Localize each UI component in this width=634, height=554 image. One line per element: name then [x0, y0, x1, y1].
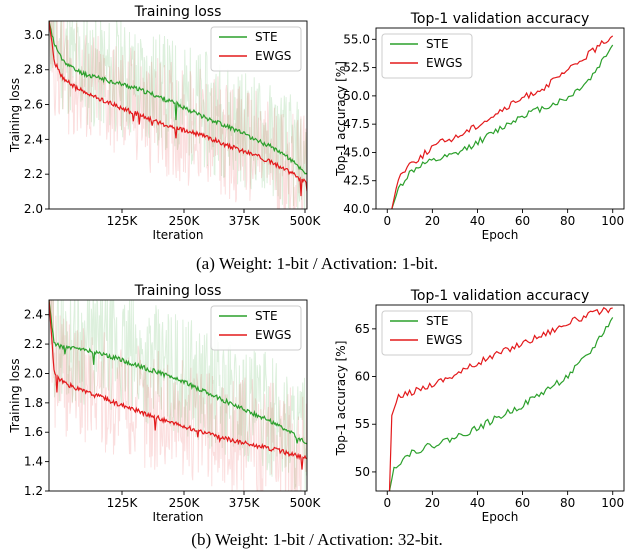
x-axis-label: Epoch — [482, 228, 519, 242]
x-tick-label: 80 — [560, 214, 575, 228]
y-tick-label: 2.4 — [24, 132, 43, 146]
x-tick-label: 20 — [425, 496, 440, 510]
plot-area — [391, 35, 614, 209]
plot-frame — [375, 27, 625, 210]
series-line-ewgs — [391, 35, 614, 209]
x-tick-label: 0 — [383, 496, 391, 510]
series-noise-ste — [49, 300, 307, 491]
legend-label-ste: STE — [426, 314, 449, 328]
x-axis-label: Iteration — [153, 510, 204, 524]
y-tick-label: 42.5 — [343, 174, 370, 188]
plot-panel-3: 1.2 1.4 1.6 1.8 2.0 2.2 2.4 125K 250K 375K 500K Tra… — [8, 283, 322, 524]
series-noise-ewgs — [49, 21, 307, 209]
x-tick-label: 20 — [425, 214, 440, 228]
legend-label-ewgs: EWGS — [426, 56, 462, 70]
x-tick-label: 40 — [470, 496, 485, 510]
y-axis-label: Training loss — [8, 78, 22, 153]
y-tick-label: 60 — [355, 370, 370, 384]
plot-panel-4: 50 55 60 65 0 20 40 60 80 100 Top-1 validation acc… — [334, 288, 625, 524]
y-tick-label: 50.0 — [343, 89, 370, 103]
x-tick-label: 125K — [107, 496, 139, 510]
legend-box — [381, 310, 473, 356]
legend-box — [381, 33, 473, 79]
series-line-ste — [388, 317, 614, 491]
y-tick-label: 2.2 — [24, 167, 43, 181]
plot-frame — [48, 20, 308, 210]
plot-title: Training loss — [134, 4, 222, 20]
legend-label-ste: STE — [255, 30, 278, 44]
x-tick-label: 80 — [560, 496, 575, 510]
legend: STE EWGS — [210, 305, 302, 351]
x-tick-label: 250K — [169, 214, 201, 228]
plot-frame — [48, 299, 308, 492]
legend-box — [210, 305, 302, 351]
y-tick-label: 1.2 — [24, 484, 43, 498]
legend-label-ewgs: EWGS — [255, 328, 291, 342]
y-tick-label: 2.8 — [24, 63, 43, 77]
x-tick-label: 125K — [107, 214, 139, 228]
y-tick-label: 1.4 — [24, 455, 43, 469]
y-axis-label: Training loss — [8, 358, 22, 433]
y-tick-label: 3.0 — [24, 28, 43, 42]
x-tick-label: 500K — [290, 214, 322, 228]
y-tick-label: 2.2 — [24, 337, 43, 351]
y-tick-label: 2.0 — [24, 366, 43, 380]
y-tick-label: 50 — [355, 465, 370, 479]
y-tick-label: 55 — [355, 417, 370, 431]
y-tick-label: 1.6 — [24, 425, 43, 439]
y-tick-label: 52.5 — [343, 61, 370, 75]
series-noise-ewgs — [49, 300, 307, 491]
plot-panel-1: 2.0 2.2 2.4 2.6 2.8 3.0 125K 250K 375K 500K Traini… — [8, 4, 322, 242]
series-line-ste — [49, 300, 307, 445]
series-line-ste — [49, 21, 307, 175]
y-tick-label: 47.5 — [343, 117, 370, 131]
legend: STE EWGS — [210, 26, 302, 72]
x-tick-label: 60 — [515, 496, 530, 510]
plot-area — [49, 21, 307, 209]
legend-label-ste: STE — [426, 37, 449, 51]
caption-a: (a) Weight: 1-bit / Activation: 1-bit. — [196, 254, 438, 273]
y-axis-label: Top-1 accuracy [%] — [334, 341, 348, 457]
series-line-ewgs — [49, 21, 307, 197]
x-axis-label: Epoch — [482, 510, 519, 524]
series-line-ste — [391, 44, 614, 209]
series-line-ewgs — [388, 306, 613, 491]
y-tick-label: 45.0 — [343, 145, 370, 159]
y-axis-label: Top-1 accuracy [%] — [334, 61, 348, 177]
x-tick-label: 250K — [169, 496, 201, 510]
plot-panel-2: 40.0 42.5 45.0 47.5 50.0 52.5 55.0 0 20 40 60 80 100… — [334, 11, 625, 242]
x-tick-label: 100 — [601, 214, 624, 228]
plot-frame — [375, 304, 625, 492]
legend: STE EWGS — [381, 310, 473, 356]
plot-area — [49, 300, 307, 491]
y-tick-label: 2.6 — [24, 98, 43, 112]
y-tick-label: 55.0 — [343, 32, 370, 46]
legend-label-ste: STE — [255, 309, 278, 323]
series-line-ewgs — [49, 300, 307, 470]
legend-box — [210, 26, 302, 72]
x-tick-label: 40 — [470, 214, 485, 228]
x-tick-label: 60 — [515, 214, 530, 228]
x-tick-label: 0 — [383, 214, 391, 228]
y-tick-label: 2.0 — [24, 202, 43, 216]
series-noise-ste — [49, 21, 307, 209]
plot-title: Top-1 validation accuracy — [410, 288, 590, 304]
y-tick-label: 1.8 — [24, 396, 43, 410]
caption-b: (b) Weight: 1-bit / Activation: 32-bit. — [191, 530, 443, 549]
plot-title: Training loss — [134, 283, 222, 299]
x-axis-label: Iteration — [153, 228, 204, 242]
x-tick-label: 100 — [601, 496, 624, 510]
y-tick-label: 40.0 — [343, 202, 370, 216]
plot-title: Top-1 validation accuracy — [410, 11, 590, 27]
y-tick-label: 2.4 — [24, 308, 43, 322]
plot-area — [388, 306, 614, 491]
legend: STE EWGS — [381, 33, 473, 79]
legend-label-ewgs: EWGS — [426, 333, 462, 347]
x-tick-label: 500K — [290, 496, 322, 510]
legend-label-ewgs: EWGS — [255, 49, 291, 63]
x-tick-label: 375K — [229, 496, 261, 510]
x-tick-label: 375K — [229, 214, 261, 228]
y-tick-label: 65 — [355, 322, 370, 336]
